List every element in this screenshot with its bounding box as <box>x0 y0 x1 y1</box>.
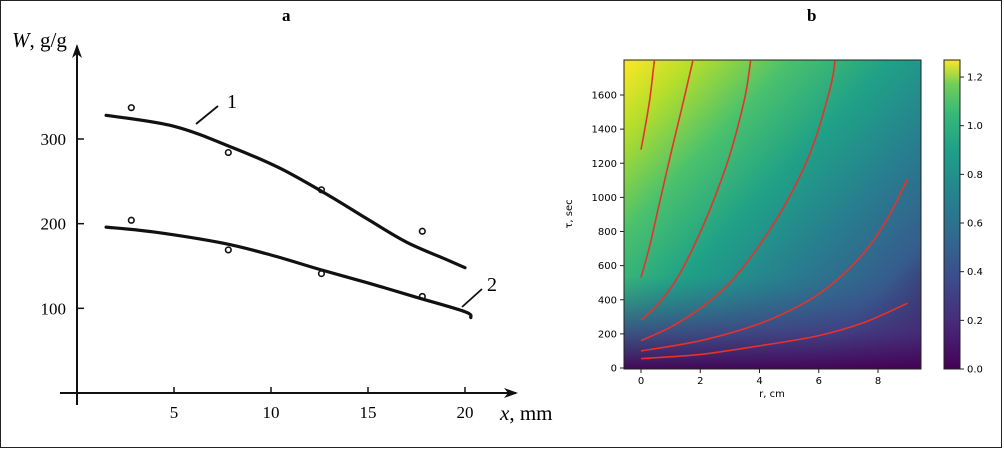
y-axis-label-a: W, g/g <box>12 28 67 52</box>
y-tick-label-b-1: 200 <box>598 329 617 340</box>
y-tick-label-b-6: 1200 <box>592 159 617 170</box>
contour-line-3 <box>640 60 836 342</box>
data-point-1-3 <box>418 227 426 235</box>
contour-line-1 <box>640 60 694 278</box>
y-tick-label-b-2: 400 <box>598 295 617 306</box>
panel-b-label: b <box>807 6 817 25</box>
series-label-1: 1 <box>227 91 237 113</box>
y-tick-label-b-8: 1600 <box>592 91 617 102</box>
x-tick-label-b-0: 0 <box>638 376 644 387</box>
x-tick-label-a-3: 20 <box>457 403 474 422</box>
x-tick-label-b-4: 8 <box>875 376 881 387</box>
y-tick-label-a-2: 300 <box>41 130 67 149</box>
contour-line-4 <box>640 178 909 352</box>
leader-line-1 <box>195 105 219 125</box>
colorbar-tick-label-3: 0.6 <box>967 219 983 230</box>
colorbar-tick-label-2: 0.4 <box>967 267 983 278</box>
x-tick-label-a-1: 10 <box>263 403 280 422</box>
contour-line-0 <box>640 60 656 150</box>
y-tick-label-b-4: 800 <box>598 227 617 238</box>
y-tick-label-b-0: 0 <box>611 364 617 375</box>
colorbar-tick-label-6: 1.2 <box>967 73 983 84</box>
data-point-1-2 <box>317 186 326 194</box>
data-point-2-3 <box>418 292 426 301</box>
x-tick-label-a-0: 5 <box>170 403 179 422</box>
y-tick-label-b-3: 600 <box>598 261 617 272</box>
x-axis-label-b: r, cm <box>759 389 785 400</box>
x-tick-label-b-3: 6 <box>816 376 822 387</box>
colorbar-tick-label-5: 1.0 <box>967 121 983 132</box>
data-point-2-1 <box>224 246 232 254</box>
y-tick-label-a-1: 200 <box>41 215 67 234</box>
series-curve-1 <box>104 113 467 270</box>
data-point-1-1 <box>224 148 232 157</box>
colorbar-tick-label-1: 0.2 <box>967 316 983 327</box>
y-tick-label-b-5: 1000 <box>592 193 617 204</box>
x-tick-label-b-2: 4 <box>756 376 762 387</box>
y-axis-label-b: τ, sec <box>564 199 575 228</box>
data-point-1-0 <box>127 104 135 112</box>
series-curve-2 <box>104 225 473 320</box>
contour-line-5 <box>640 302 908 360</box>
x-tick-label-a-2: 15 <box>360 403 377 422</box>
heatmap-shading <box>624 60 921 369</box>
data-point-2-2 <box>317 270 326 278</box>
panel-a-label: a <box>282 6 291 25</box>
y-tick-label-b-7: 1400 <box>592 125 617 136</box>
colorbar <box>943 59 961 370</box>
colorbar-tick-label-4: 0.8 <box>967 170 983 181</box>
colorbar-tick-label-0: 0.0 <box>967 365 983 376</box>
x-axis-label-a: x, mm <box>499 401 553 425</box>
heatmap-border <box>623 59 922 370</box>
x-tick-label-b-1: 2 <box>697 376 703 387</box>
contour-line-2 <box>640 60 752 321</box>
data-point-2-0 <box>127 216 135 224</box>
series-label-2: 2 <box>487 274 497 296</box>
leader-line-2 <box>461 288 483 308</box>
y-tick-label-a-0: 100 <box>41 299 67 318</box>
